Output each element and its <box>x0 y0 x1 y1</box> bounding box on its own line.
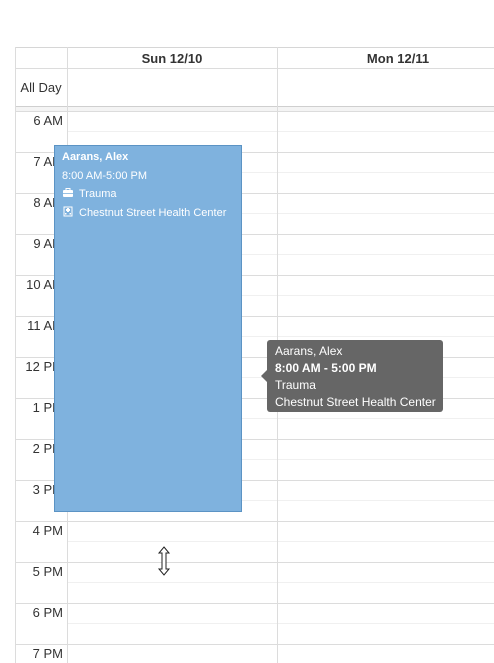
briefcase-icon <box>62 188 74 198</box>
hour-row[interactable]: 7 PM <box>15 644 494 663</box>
hour-row[interactable]: 5 PM <box>15 562 494 603</box>
hour-row[interactable]: 6 AM <box>15 111 494 152</box>
hospital-icon <box>62 206 74 217</box>
day-header-sun[interactable]: Sun 12/10 <box>141 51 203 66</box>
all-day-label: All Day <box>20 80 62 95</box>
hour-label: 6 AM <box>33 113 63 128</box>
grid-left-border <box>15 47 16 663</box>
hour-row[interactable]: 4 PM <box>15 521 494 562</box>
all-day-row[interactable]: All Day <box>15 69 494 107</box>
tooltip-time: 8:00 AM - 5:00 PM <box>275 361 377 375</box>
event-location-row: Chestnut Street Health Center <box>62 206 226 219</box>
hour-row[interactable]: 10 AM <box>15 275 494 316</box>
event-department: Trauma <box>79 188 117 200</box>
hour-label: 6 PM <box>32 605 63 620</box>
hour-row[interactable]: 6 PM <box>15 603 494 644</box>
hour-label: 10 AM <box>26 277 63 292</box>
event-location: Chestnut Street Health Center <box>79 207 227 219</box>
hour-label: 5 PM <box>32 564 63 579</box>
event-tooltip: Aarans, Alex 8:00 AM - 5:00 PM Trauma Ch… <box>261 340 443 412</box>
resize-cursor-icon <box>157 546 171 576</box>
tooltip-department: Trauma <box>275 378 316 392</box>
event-name: Aarans, Alex <box>62 151 129 163</box>
hour-label: 12 PM <box>25 359 63 374</box>
shift-event[interactable]: Aarans, Alex 8:00 AM-5:00 PM Trauma Ches… <box>54 145 242 512</box>
calendar-header-row: Sun 12/10 Mon 12/11 <box>15 48 494 69</box>
event-time: 8:00 AM-5:00 PM <box>62 170 147 182</box>
calendar-top-border <box>15 47 494 48</box>
day-header-mon[interactable]: Mon 12/11 <box>366 51 430 66</box>
event-department-row: Trauma <box>62 188 117 200</box>
tooltip-arrow <box>261 370 267 382</box>
hour-label: 4 PM <box>32 523 63 538</box>
hour-label: 7 PM <box>32 646 63 661</box>
tooltip-name: Aarans, Alex <box>275 344 343 358</box>
tooltip-location: Chestnut Street Health Center <box>275 395 436 409</box>
